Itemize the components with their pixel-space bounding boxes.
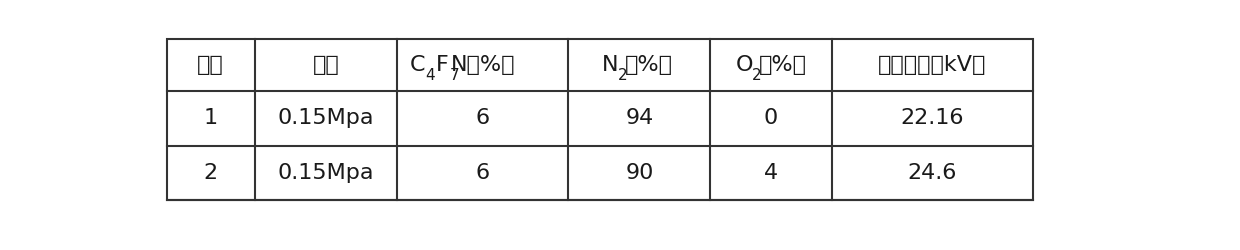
- Text: 90: 90: [625, 163, 653, 183]
- Bar: [166, 39, 1033, 200]
- Text: 6: 6: [476, 163, 490, 183]
- Text: 24.6: 24.6: [908, 163, 957, 183]
- Text: N（%）: N（%）: [450, 55, 515, 75]
- Text: 2: 2: [751, 68, 761, 83]
- Text: （%）: （%）: [759, 55, 806, 75]
- Text: O: O: [735, 55, 753, 75]
- Text: C: C: [409, 55, 425, 75]
- Text: （%）: （%）: [625, 55, 673, 75]
- Text: 击穿电压（kV）: 击穿电压（kV）: [878, 55, 987, 75]
- Text: 编号: 编号: [197, 55, 224, 75]
- Text: 0.15Mpa: 0.15Mpa: [278, 108, 374, 128]
- Text: 0.15Mpa: 0.15Mpa: [278, 163, 374, 183]
- Text: 22.16: 22.16: [900, 108, 965, 128]
- Text: 气压: 气压: [312, 55, 340, 75]
- Text: N: N: [603, 55, 619, 75]
- Text: 4: 4: [764, 163, 777, 183]
- Text: 6: 6: [476, 108, 490, 128]
- Text: 7: 7: [450, 68, 460, 83]
- Text: 4: 4: [425, 68, 435, 83]
- Text: 2: 2: [619, 68, 627, 83]
- Text: 2: 2: [203, 163, 218, 183]
- Text: 94: 94: [625, 108, 653, 128]
- Text: F: F: [436, 55, 449, 75]
- Text: 0: 0: [764, 108, 779, 128]
- Text: 1: 1: [203, 108, 218, 128]
